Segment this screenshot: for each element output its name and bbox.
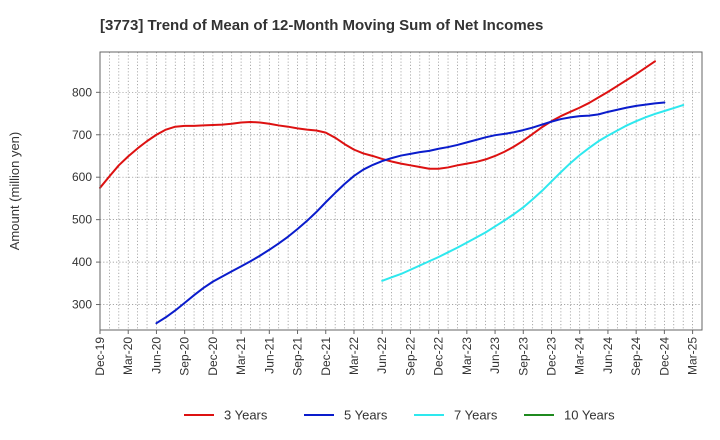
plot-frame: [99, 51, 703, 331]
x-tick-label: Dec-20: [206, 337, 220, 376]
x-tick-label: Dec-22: [432, 337, 446, 376]
y-tick-labels: 300 400 500 600 700 800: [72, 85, 100, 312]
legend-label: 3 Years: [224, 408, 268, 423]
x-tick-label: Mar-25: [686, 337, 700, 375]
x-tick-label: Dec-24: [657, 337, 671, 376]
x-tick-label: Sep-23: [516, 337, 530, 376]
x-tick-label: Jun-21: [262, 337, 276, 374]
series-line-3-years: [99, 60, 656, 189]
legend-label: 10 Years: [564, 408, 615, 423]
y-tick-label: 300: [72, 298, 92, 312]
y-tick-label: 700: [72, 128, 92, 142]
y-axis-label: Amount (million yen): [7, 132, 22, 251]
legend-item-3-years: 3 Years: [184, 408, 268, 423]
x-tick-label: Mar-22: [347, 337, 361, 375]
legend-label: 7 Years: [454, 408, 498, 423]
x-tick-label: Jun-22: [375, 337, 389, 374]
x-tick-labels: Dec-19 Mar-20 Jun-20 Sep-20 Dec-20 Mar-21 Jun-…: [93, 330, 700, 376]
y-tick-label: 500: [72, 213, 92, 227]
x-tick-label: Mar-24: [573, 337, 587, 375]
x-tick-label: Sep-22: [403, 337, 417, 376]
x-tick-label: Sep-20: [178, 337, 192, 376]
legend-item-10-years: 10 Years: [524, 408, 615, 423]
x-tick-label: Dec-21: [319, 337, 333, 376]
y-tick-label: 400: [72, 255, 92, 269]
legend-item-7-years: 7 Years: [414, 408, 498, 423]
chart-title: [3773] Trend of Mean of 12-Month Moving …: [100, 17, 543, 34]
x-tick-label: Mar-23: [460, 337, 474, 375]
legend-label: 5 Years: [344, 408, 388, 423]
x-tick-label: Sep-21: [291, 337, 305, 376]
legend-item-5-years: 5 Years: [304, 408, 388, 423]
y-tick-label: 800: [72, 85, 92, 99]
y-tick-label: 600: [72, 170, 92, 184]
series-line-5-years: [155, 101, 666, 325]
x-tick-label: Jun-24: [601, 337, 615, 374]
x-tick-label: Jun-23: [488, 337, 502, 374]
x-tick-label: Mar-20: [121, 337, 135, 375]
series-line-7-years: [381, 104, 685, 282]
x-tick-label: Mar-21: [234, 337, 248, 375]
legend: 3 Years 5 Years 7 Years 10 Years: [184, 408, 615, 423]
x-tick-label: Jun-20: [149, 337, 163, 374]
x-tick-label: Dec-19: [93, 337, 107, 376]
x-tick-label: Dec-23: [545, 337, 559, 376]
series-layer: [99, 60, 685, 325]
x-tick-label: Sep-24: [629, 337, 643, 376]
grid-layer: [100, 52, 702, 330]
